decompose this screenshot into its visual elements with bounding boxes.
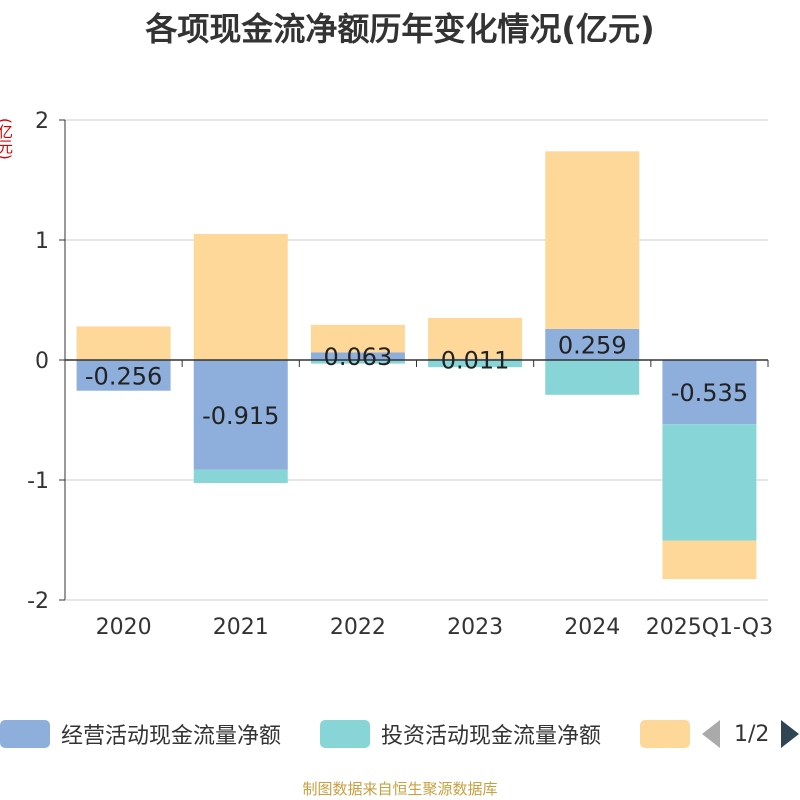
data-label-2024: 0.259 xyxy=(558,331,627,359)
bar-2020-series-2 xyxy=(76,326,171,360)
bar-2023-series-1 xyxy=(428,360,523,368)
legend-label-operating: 经营活动现金流量净额 xyxy=(61,724,282,749)
bar-2025Q1-Q3-series-1 xyxy=(662,424,757,541)
legend-swatch-investing xyxy=(320,720,370,748)
label-layer: -0.256 -0.915 0.063 0.011 0.259 -0.535 xyxy=(85,331,748,429)
bar-2022-series-0 xyxy=(310,352,405,360)
bar-2021-series-2 xyxy=(193,234,288,360)
y-tick-label: -1 xyxy=(27,469,49,494)
y-tick-label: 1 xyxy=(35,229,49,254)
data-label-2020: -0.256 xyxy=(85,362,162,390)
cash-flow-chart: -2 -1 0 1 2 2020 2021 2022 2023 2024 2025Q1-Q3 -0.… xyxy=(27,109,773,640)
data-label-2022: 0.063 xyxy=(324,343,393,371)
y-axis-label: (亿元) xyxy=(0,118,14,160)
axis-layer: -2 -1 0 1 2 2020 2021 2022 2023 2024 2025Q1-Q3 xyxy=(27,109,773,640)
y-tick-label: -2 xyxy=(27,589,49,614)
y-tick-label: 0 xyxy=(35,349,49,374)
legend-pager: 1/2 xyxy=(700,716,800,752)
legend-label-investing: 投资活动现金流量净额 xyxy=(381,724,602,749)
bar-2022-series-2 xyxy=(310,324,405,353)
bar-2025Q1-Q3-series-0 xyxy=(662,360,757,425)
chart-title: 各项现金流净额历年变化情况(亿元) xyxy=(145,10,655,48)
x-tick-label-2022: 2022 xyxy=(330,615,386,640)
bar-2025Q1-Q3-series-2 xyxy=(662,540,757,579)
data-source-footer: 制图数据来自恒生聚源数据库 xyxy=(302,780,498,798)
legend-item-third[interactable] xyxy=(640,716,690,752)
legend-swatch-third xyxy=(640,720,690,748)
bar-2024-series-2 xyxy=(545,151,640,329)
bar-2022-series-1 xyxy=(310,360,405,364)
y-tick-label: 2 xyxy=(35,109,49,134)
data-label-2023: 0.011 xyxy=(441,346,510,374)
bar-2023-series-2 xyxy=(428,317,523,359)
x-tick-label-2023: 2023 xyxy=(447,615,503,640)
legend-item-operating[interactable]: 经营活动现金流量净额 xyxy=(0,716,281,752)
legend-item-investing[interactable]: 投资活动现金流量净额 xyxy=(320,716,601,752)
legend-next-arrow-icon[interactable] xyxy=(781,720,800,748)
legend: 经营活动现金流量净额 投资活动现金流量净额 xyxy=(0,716,800,752)
bar-2020-series-0 xyxy=(76,360,171,391)
x-tick-label-2020: 2020 xyxy=(96,615,152,640)
bar-2024-series-1 xyxy=(545,360,640,395)
legend-swatch-operating xyxy=(0,720,50,748)
bar-2024-series-0 xyxy=(545,328,640,360)
data-label-2025Q1-Q3: -0.535 xyxy=(671,379,748,407)
x-tick-label-2024: 2024 xyxy=(564,615,620,640)
data-label-2021: -0.915 xyxy=(202,402,279,430)
bar-layer xyxy=(76,151,757,579)
x-tick-label-2025Q1-Q3: 2025Q1-Q3 xyxy=(646,615,773,640)
x-tick-label-2021: 2021 xyxy=(213,615,269,640)
bar-2021-series-1 xyxy=(193,469,288,483)
legend-prev-arrow-icon[interactable] xyxy=(702,720,720,748)
legend-page-indicator: 1/2 xyxy=(734,721,770,747)
bar-2021-series-0 xyxy=(193,360,288,470)
